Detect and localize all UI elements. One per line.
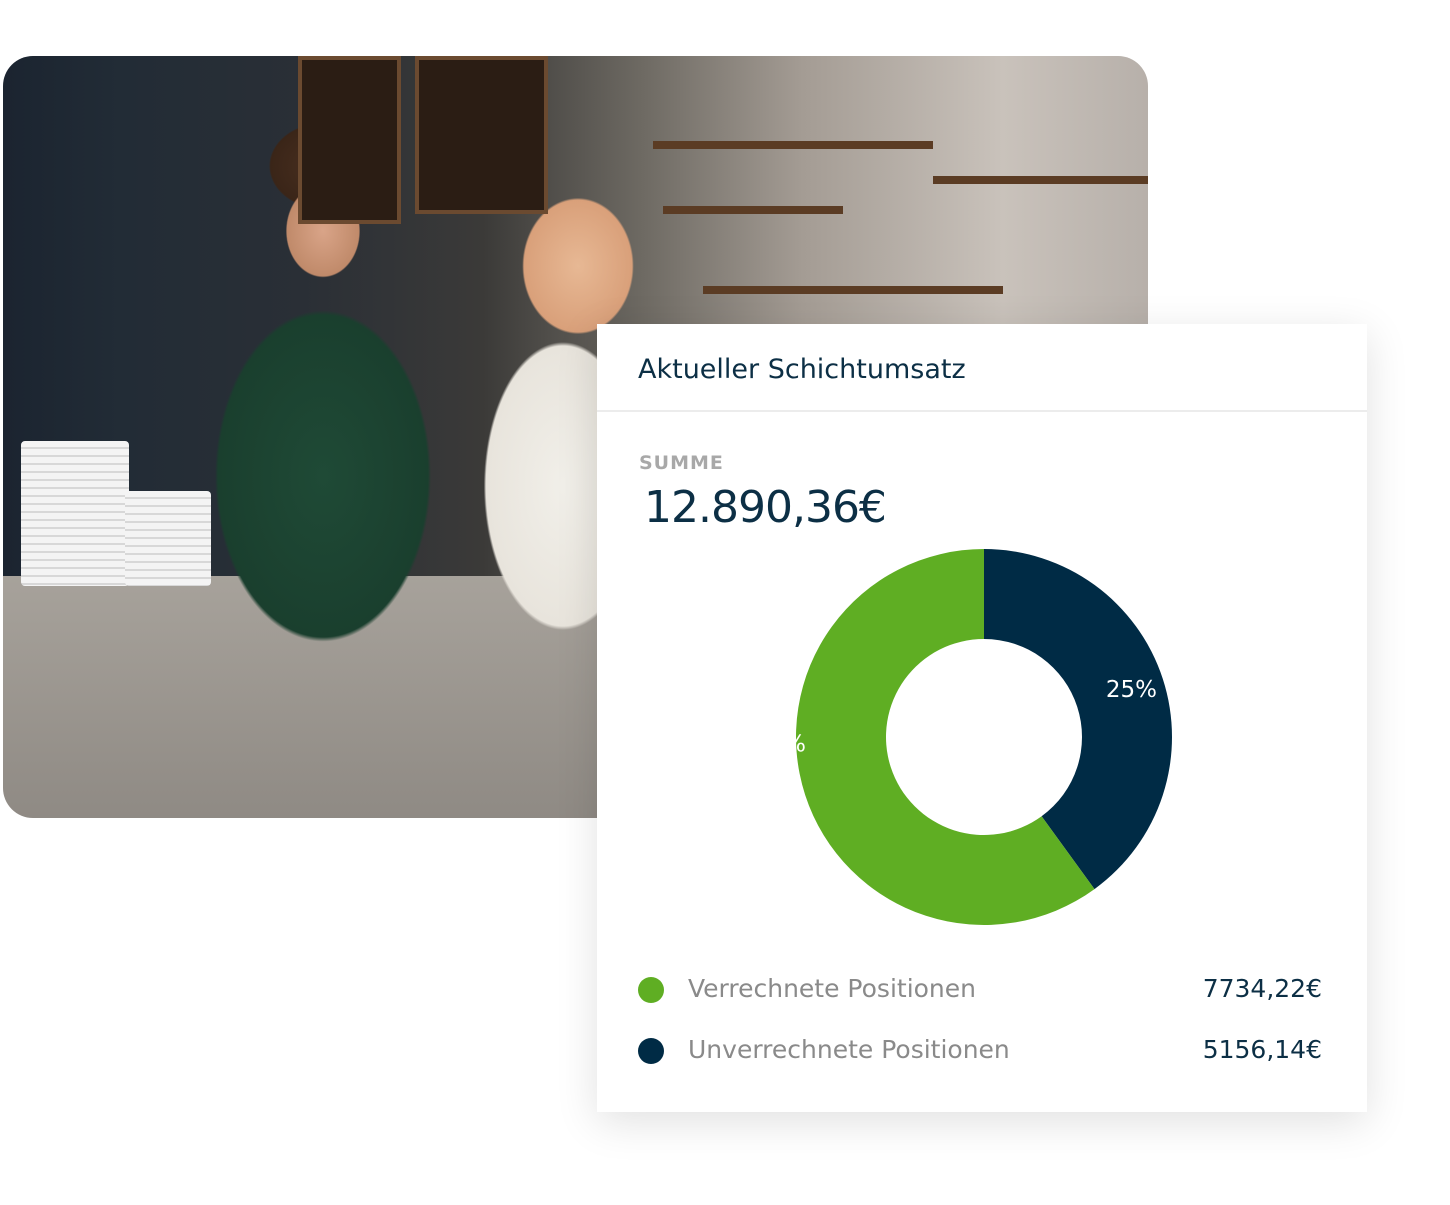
slice-unverrechnet [984, 549, 1172, 890]
legend-dot-green [638, 977, 664, 1003]
legend-value: 7734,22€ [1202, 974, 1322, 1003]
shelf [653, 141, 933, 149]
legend-dot-navy [638, 1038, 664, 1064]
card-title: Aktueller Schichtumsatz [638, 354, 966, 385]
legend-label: Verrechnete Positionen [688, 974, 977, 1003]
legend-item-verrechnet: Verrechnete Positionen 7734,22€ [638, 974, 1322, 1004]
menu-board [415, 56, 548, 214]
legend-item-unverrechnet: Unverrechnete Positionen 5156,14€ [638, 1035, 1322, 1065]
shift-revenue-card: Aktueller Schichtumsatz SUMME 12.890,36€… [597, 324, 1367, 1112]
shelf [703, 286, 1003, 294]
divider [597, 410, 1367, 412]
sum-label: SUMME [639, 452, 724, 474]
donut-chart: 75% 25% [755, 549, 1172, 925]
sum-value: 12.890,36€ [644, 482, 887, 533]
slice-verrechnet [796, 549, 1095, 925]
plates-stack [21, 441, 129, 586]
legend-label: Unverrechnete Positionen [688, 1035, 1010, 1064]
percent-label-unverrechnet: 25% [1106, 677, 1157, 703]
percent-label-verrechnet: 75% [755, 732, 806, 758]
shelf [933, 176, 1148, 184]
legend-value: 5156,14€ [1202, 1035, 1322, 1064]
menu-board [298, 56, 401, 224]
shelf [663, 206, 843, 214]
plates-stack [125, 491, 211, 586]
